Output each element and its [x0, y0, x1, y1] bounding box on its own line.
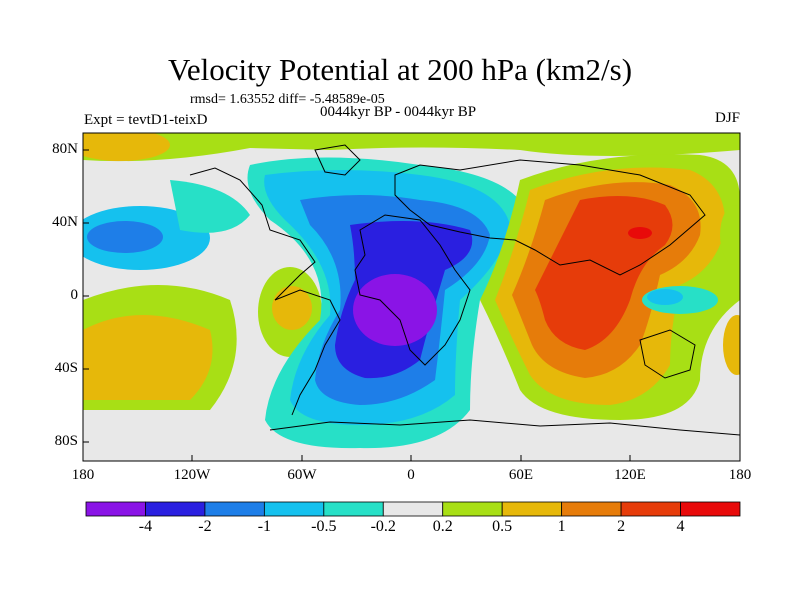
lat-tick-0: 0 [70, 287, 79, 303]
lon-tick-60w: 60W [287, 467, 317, 483]
colorbar-swatch [204, 501, 265, 517]
lat-tick-40n: 40N [52, 214, 78, 230]
lon-tick-60e: 60E [508, 467, 534, 483]
contour-arctic-orange [83, 133, 170, 161]
contour-wpacific-cyan [647, 289, 683, 305]
contour-africa-purple [353, 274, 437, 346]
colorbar-swatch [561, 501, 622, 517]
season-label: DJF [714, 110, 740, 126]
lon-tick-120w: 120W [173, 467, 211, 483]
colorbar-label: -1 [257, 518, 272, 535]
period-label: 0044kyr BP - 0044kyr BP [320, 104, 477, 120]
colorbar-label: -2 [198, 518, 212, 535]
coast-antarctica [269, 419, 740, 436]
contour-npacific-blue [87, 221, 163, 253]
colorbar-swatch [442, 501, 503, 517]
lat-tick-40s: 40S [54, 360, 78, 376]
axis-ticks [83, 149, 631, 461]
coast-eurasia [394, 159, 706, 276]
colorbar-label: 1 [557, 518, 566, 535]
lon-tick-180e: 180 [728, 467, 752, 483]
colorbar-label: 0.5 [492, 518, 513, 535]
contour-japan-red [628, 227, 652, 239]
lon-tick-120e: 120E [614, 467, 646, 483]
colorbar-swatch [680, 501, 741, 517]
colorbar-label: 4 [676, 518, 685, 535]
contour-arctic [83, 133, 740, 162]
colorbar-label: -0.2 [370, 518, 396, 535]
colorbar [85, 501, 741, 517]
map-field [83, 133, 740, 461]
contour-npacific-teal [170, 180, 250, 233]
contour-pacific-yellow [83, 315, 213, 400]
coast-south-america [274, 289, 341, 416]
colorbar-swatch [323, 501, 384, 517]
coast-greenland [314, 144, 361, 176]
coast-australia [639, 329, 696, 379]
colorbar-label: -0.5 [311, 518, 337, 535]
lon-tick-0: 0 [407, 467, 415, 483]
coastlines [189, 144, 740, 436]
colorbar-label: 2 [617, 518, 626, 535]
contour-epacific-yg [720, 205, 740, 265]
contour-eastedge-yellow [723, 315, 740, 375]
stats-label: rmsd= 1.63552 diff= -5.48589e-05 [190, 92, 385, 107]
colorbar-swatch [501, 501, 563, 517]
coast-north-america [189, 167, 316, 301]
colorbar-swatch [263, 501, 325, 517]
lon-tick-180w: 180 [71, 467, 95, 483]
colorbar-swatch [382, 501, 444, 517]
experiment-label: Expt = tevtD1-teixD [84, 112, 208, 128]
contour-samerica-yellow [272, 286, 312, 330]
plot-title: Velocity Potential at 200 hPa (km2/s) [167, 52, 633, 87]
colorbar-label: 0.2 [432, 518, 453, 535]
colorbar-swatch [620, 501, 681, 517]
colorbar-swatch [85, 501, 146, 517]
colorbar-swatch [145, 501, 206, 517]
lat-tick-80s: 80S [54, 433, 78, 449]
lat-tick-80n: 80N [52, 141, 78, 157]
colorbar-label: -4 [138, 518, 153, 535]
coast-africa [354, 214, 471, 366]
